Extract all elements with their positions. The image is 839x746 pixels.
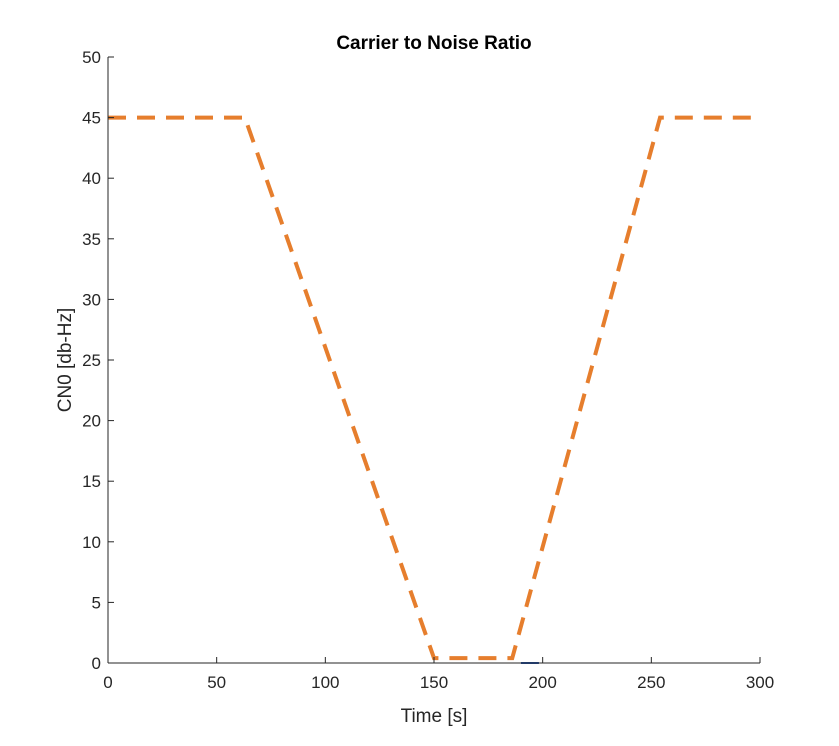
y-tick-label: 40 (82, 169, 101, 188)
y-tick-label: 0 (92, 654, 101, 673)
y-tick-label: 20 (82, 412, 101, 431)
series-line-1 (108, 115, 760, 661)
y-tick-label: 30 (82, 290, 101, 309)
x-tick-label: 50 (207, 673, 226, 692)
x-ticks: 0 50 100 150 200 250 300 (103, 657, 774, 692)
y-tick-label: 25 (82, 351, 101, 370)
x-axis-label: Time [s] (401, 706, 468, 727)
y-tick-label: 10 (82, 533, 101, 552)
y-ticks: 0 5 10 15 20 25 30 35 40 45 50 (82, 48, 114, 673)
chart-title: Carrier to Noise Ratio (336, 33, 531, 54)
y-tick-label: 5 (92, 593, 101, 612)
y-tick-label: 45 (82, 109, 101, 128)
y-tick-label: 15 (82, 472, 101, 491)
x-tick-label: 0 (103, 673, 112, 692)
x-tick-label: 150 (420, 673, 448, 692)
x-tick-label: 300 (746, 673, 774, 692)
x-tick-label: 100 (311, 673, 339, 692)
x-tick-label: 250 (637, 673, 665, 692)
x-tick-label: 200 (528, 673, 556, 692)
y-tick-label: 35 (82, 230, 101, 249)
y-axis-label: CN0 [db-Hz] (55, 308, 76, 413)
y-tick-label: 50 (82, 48, 101, 67)
